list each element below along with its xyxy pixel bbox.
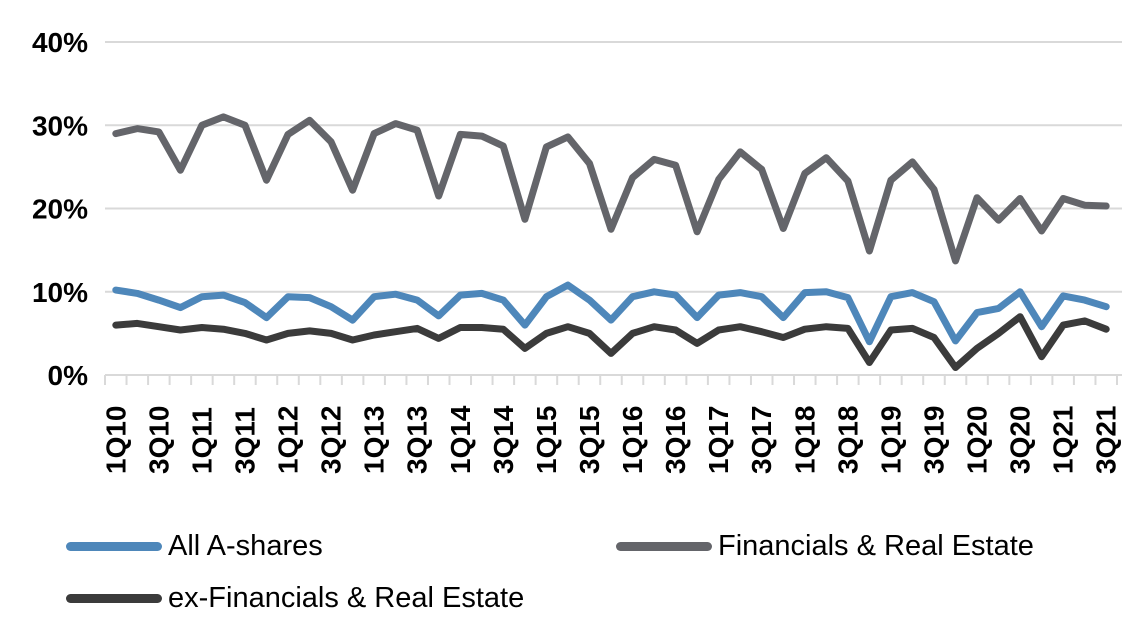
x-axis-label: 3Q19 bbox=[918, 406, 949, 475]
x-axis-ticks bbox=[104, 375, 1118, 385]
x-axis-label: 3Q20 bbox=[1005, 406, 1036, 475]
y-axis-labels: 0% 10% 20% 30% 40% bbox=[32, 27, 88, 391]
legend-item-ex-financials-real-estate: ex-Financials & Real Estate bbox=[66, 583, 524, 613]
x-axis-labels: 1Q10 3Q10 1Q11 3Q11 1Q12 3Q12 1Q13 3Q13 1Q14 3Q14… bbox=[100, 405, 1121, 474]
legend-label-all-a-shares: All A-shares bbox=[168, 530, 323, 562]
legend-item-all-a-shares: All A-shares bbox=[66, 531, 323, 561]
x-axis-label: 1Q11 bbox=[186, 407, 217, 474]
x-axis-label: 3Q18 bbox=[832, 406, 863, 475]
x-axis-label: 3Q11 bbox=[229, 407, 260, 474]
y-axis-label: 30% bbox=[32, 110, 88, 141]
x-axis-label: 3Q13 bbox=[402, 406, 433, 475]
x-axis-label: 1Q14 bbox=[445, 405, 476, 474]
legend-swatch-ex-financials-real-estate bbox=[66, 593, 162, 603]
x-axis-label: 1Q20 bbox=[962, 406, 993, 475]
x-axis-label: 1Q18 bbox=[789, 406, 820, 475]
y-axis-label: 20% bbox=[32, 194, 88, 225]
legend-label-financials-real-estate: Financials & Real Estate bbox=[718, 530, 1034, 562]
x-axis-label: 3Q21 bbox=[1091, 406, 1122, 475]
x-axis-label: 1Q16 bbox=[617, 406, 648, 475]
line-financials-real-estate bbox=[112, 113, 1110, 265]
legend-swatch-all-a-shares bbox=[66, 541, 162, 551]
x-axis-label: 3Q17 bbox=[746, 406, 777, 475]
y-axis-label: 0% bbox=[48, 360, 89, 391]
y-axis-label: 40% bbox=[32, 27, 88, 58]
x-axis-label: 3Q12 bbox=[316, 406, 347, 475]
gridlines bbox=[105, 41, 1122, 376]
x-axis-label: 1Q12 bbox=[273, 406, 304, 475]
x-axis-label: 1Q17 bbox=[703, 406, 734, 475]
legend-label-ex-financials-real-estate: ex-Financials & Real Estate bbox=[168, 582, 525, 614]
x-axis-label: 1Q13 bbox=[359, 406, 390, 475]
line-ex-financials-real-estate bbox=[112, 313, 1110, 371]
x-axis-label: 3Q14 bbox=[488, 405, 519, 474]
x-axis-label: 1Q21 bbox=[1048, 406, 1079, 475]
x-axis-label: 1Q19 bbox=[875, 406, 906, 475]
x-axis-label: 1Q10 bbox=[100, 406, 131, 475]
legend-item-financials-real-estate: Financials & Real Estate bbox=[616, 531, 1034, 561]
x-axis-label: 3Q15 bbox=[574, 406, 605, 475]
y-axis-label: 10% bbox=[32, 277, 88, 308]
x-axis-label: 1Q15 bbox=[531, 406, 562, 475]
x-axis-label: 3Q10 bbox=[143, 406, 174, 475]
legend-swatch-financials-real-estate bbox=[616, 541, 712, 551]
x-axis-label: 3Q16 bbox=[660, 406, 691, 475]
line-all-a-shares bbox=[112, 281, 1110, 346]
